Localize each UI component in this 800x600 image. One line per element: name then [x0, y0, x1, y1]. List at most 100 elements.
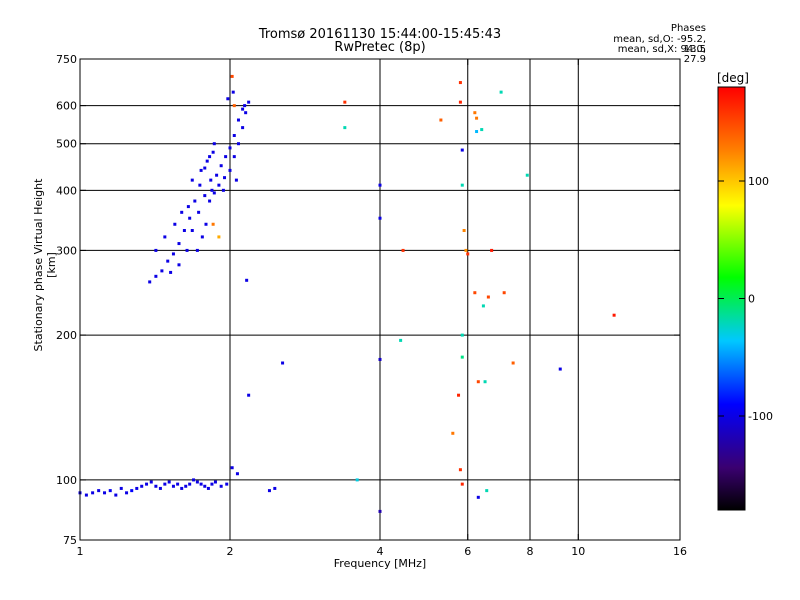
- data-point: [217, 183, 221, 187]
- data-point: [169, 270, 173, 274]
- axis-ticks: 1 2 4 6 8 10 16 75 100 200 300 400 500 600 750: [56, 53, 687, 558]
- data-point: [244, 111, 248, 115]
- data-point: [208, 155, 212, 159]
- data-point: [232, 134, 236, 138]
- data-point: [135, 486, 139, 490]
- data-point: [177, 263, 181, 267]
- data-point: [451, 431, 455, 435]
- data-point: [210, 188, 214, 192]
- data-point: [193, 199, 197, 203]
- colorbar-tick-label: 100: [748, 175, 769, 188]
- data-point: [458, 100, 462, 104]
- data-point: [235, 472, 239, 476]
- data-point: [245, 278, 249, 282]
- x-tick-label: 4: [377, 545, 384, 558]
- data-point: [401, 248, 405, 252]
- data-point: [199, 168, 203, 172]
- data-point: [114, 493, 118, 497]
- data-point: [231, 90, 235, 94]
- data-point: [180, 210, 184, 214]
- data-point: [103, 491, 107, 495]
- data-point: [203, 166, 207, 170]
- y-tick-label: 500: [56, 138, 77, 151]
- data-point: [241, 107, 245, 111]
- data-point: [186, 205, 190, 209]
- data-point: [232, 104, 236, 108]
- data-point: [236, 118, 240, 122]
- data-point: [167, 480, 171, 484]
- data-point: [158, 486, 162, 490]
- data-point: [378, 509, 382, 513]
- data-point: [166, 259, 170, 263]
- data-point: [243, 104, 247, 108]
- x-tick-label: 6: [464, 545, 471, 558]
- data-point: [460, 355, 464, 359]
- x-axis-label: Frequency [MHz]: [333, 557, 427, 570]
- data-point: [228, 168, 232, 172]
- data-point: [378, 183, 382, 187]
- colorbar-tick-label: -100: [748, 410, 773, 423]
- data-point: [212, 142, 216, 146]
- data-point: [200, 235, 204, 239]
- data-point: [208, 199, 212, 203]
- colorbar-ticks: 100 0 -100: [718, 175, 773, 423]
- data-point: [163, 482, 167, 486]
- data-point: [188, 216, 192, 220]
- data-point: [180, 486, 184, 490]
- data-point: [230, 466, 234, 470]
- data-point: [525, 173, 529, 177]
- data-point: [203, 194, 207, 198]
- data-point: [473, 111, 477, 115]
- data-point: [511, 361, 515, 365]
- data-point: [97, 489, 101, 493]
- x-tick-label: 2: [227, 545, 234, 558]
- data-point: [149, 480, 153, 484]
- data-point: [236, 142, 240, 146]
- data-point: [192, 478, 196, 482]
- x-tick-label: 10: [571, 545, 585, 558]
- data-point: [228, 146, 232, 150]
- data-point: [91, 491, 95, 495]
- data-point: [247, 393, 251, 397]
- data-point: [160, 269, 164, 273]
- colorbar-tick-label: 0: [748, 293, 755, 306]
- data-point: [460, 148, 464, 152]
- data-point: [378, 357, 382, 361]
- data-point: [211, 150, 215, 154]
- data-point: [195, 248, 199, 252]
- data-points: [78, 74, 616, 513]
- data-point: [221, 188, 225, 192]
- data-point: [343, 100, 347, 104]
- data-point: [502, 291, 506, 295]
- data-point: [460, 333, 464, 337]
- data-point: [439, 118, 443, 122]
- data-point: [130, 489, 134, 493]
- data-point: [223, 176, 227, 180]
- data-point: [163, 235, 167, 239]
- data-point: [182, 228, 186, 232]
- data-point: [473, 291, 477, 295]
- y-tick-label: 300: [56, 244, 77, 257]
- data-point: [140, 484, 144, 488]
- data-point: [184, 484, 188, 488]
- data-point: [197, 210, 201, 214]
- data-point: [203, 484, 207, 488]
- y-tick-label: 750: [56, 53, 77, 66]
- data-point: [480, 128, 484, 132]
- data-point: [481, 304, 485, 308]
- data-point: [199, 482, 203, 486]
- x-tick-label: 1: [77, 545, 84, 558]
- data-point: [490, 248, 494, 252]
- data-point: [281, 361, 285, 365]
- data-point: [154, 248, 158, 252]
- data-point: [355, 478, 359, 482]
- chart-subtitle: RwPretec (8p): [334, 40, 426, 55]
- data-point: [176, 482, 180, 486]
- data-point: [190, 228, 194, 232]
- data-point: [188, 482, 192, 486]
- data-point: [483, 380, 487, 384]
- data-point: [475, 116, 479, 120]
- phases-x-stats: mean, sd,X: 94.0, 27.9: [617, 44, 706, 65]
- data-point: [210, 482, 214, 486]
- data-point: [177, 242, 181, 246]
